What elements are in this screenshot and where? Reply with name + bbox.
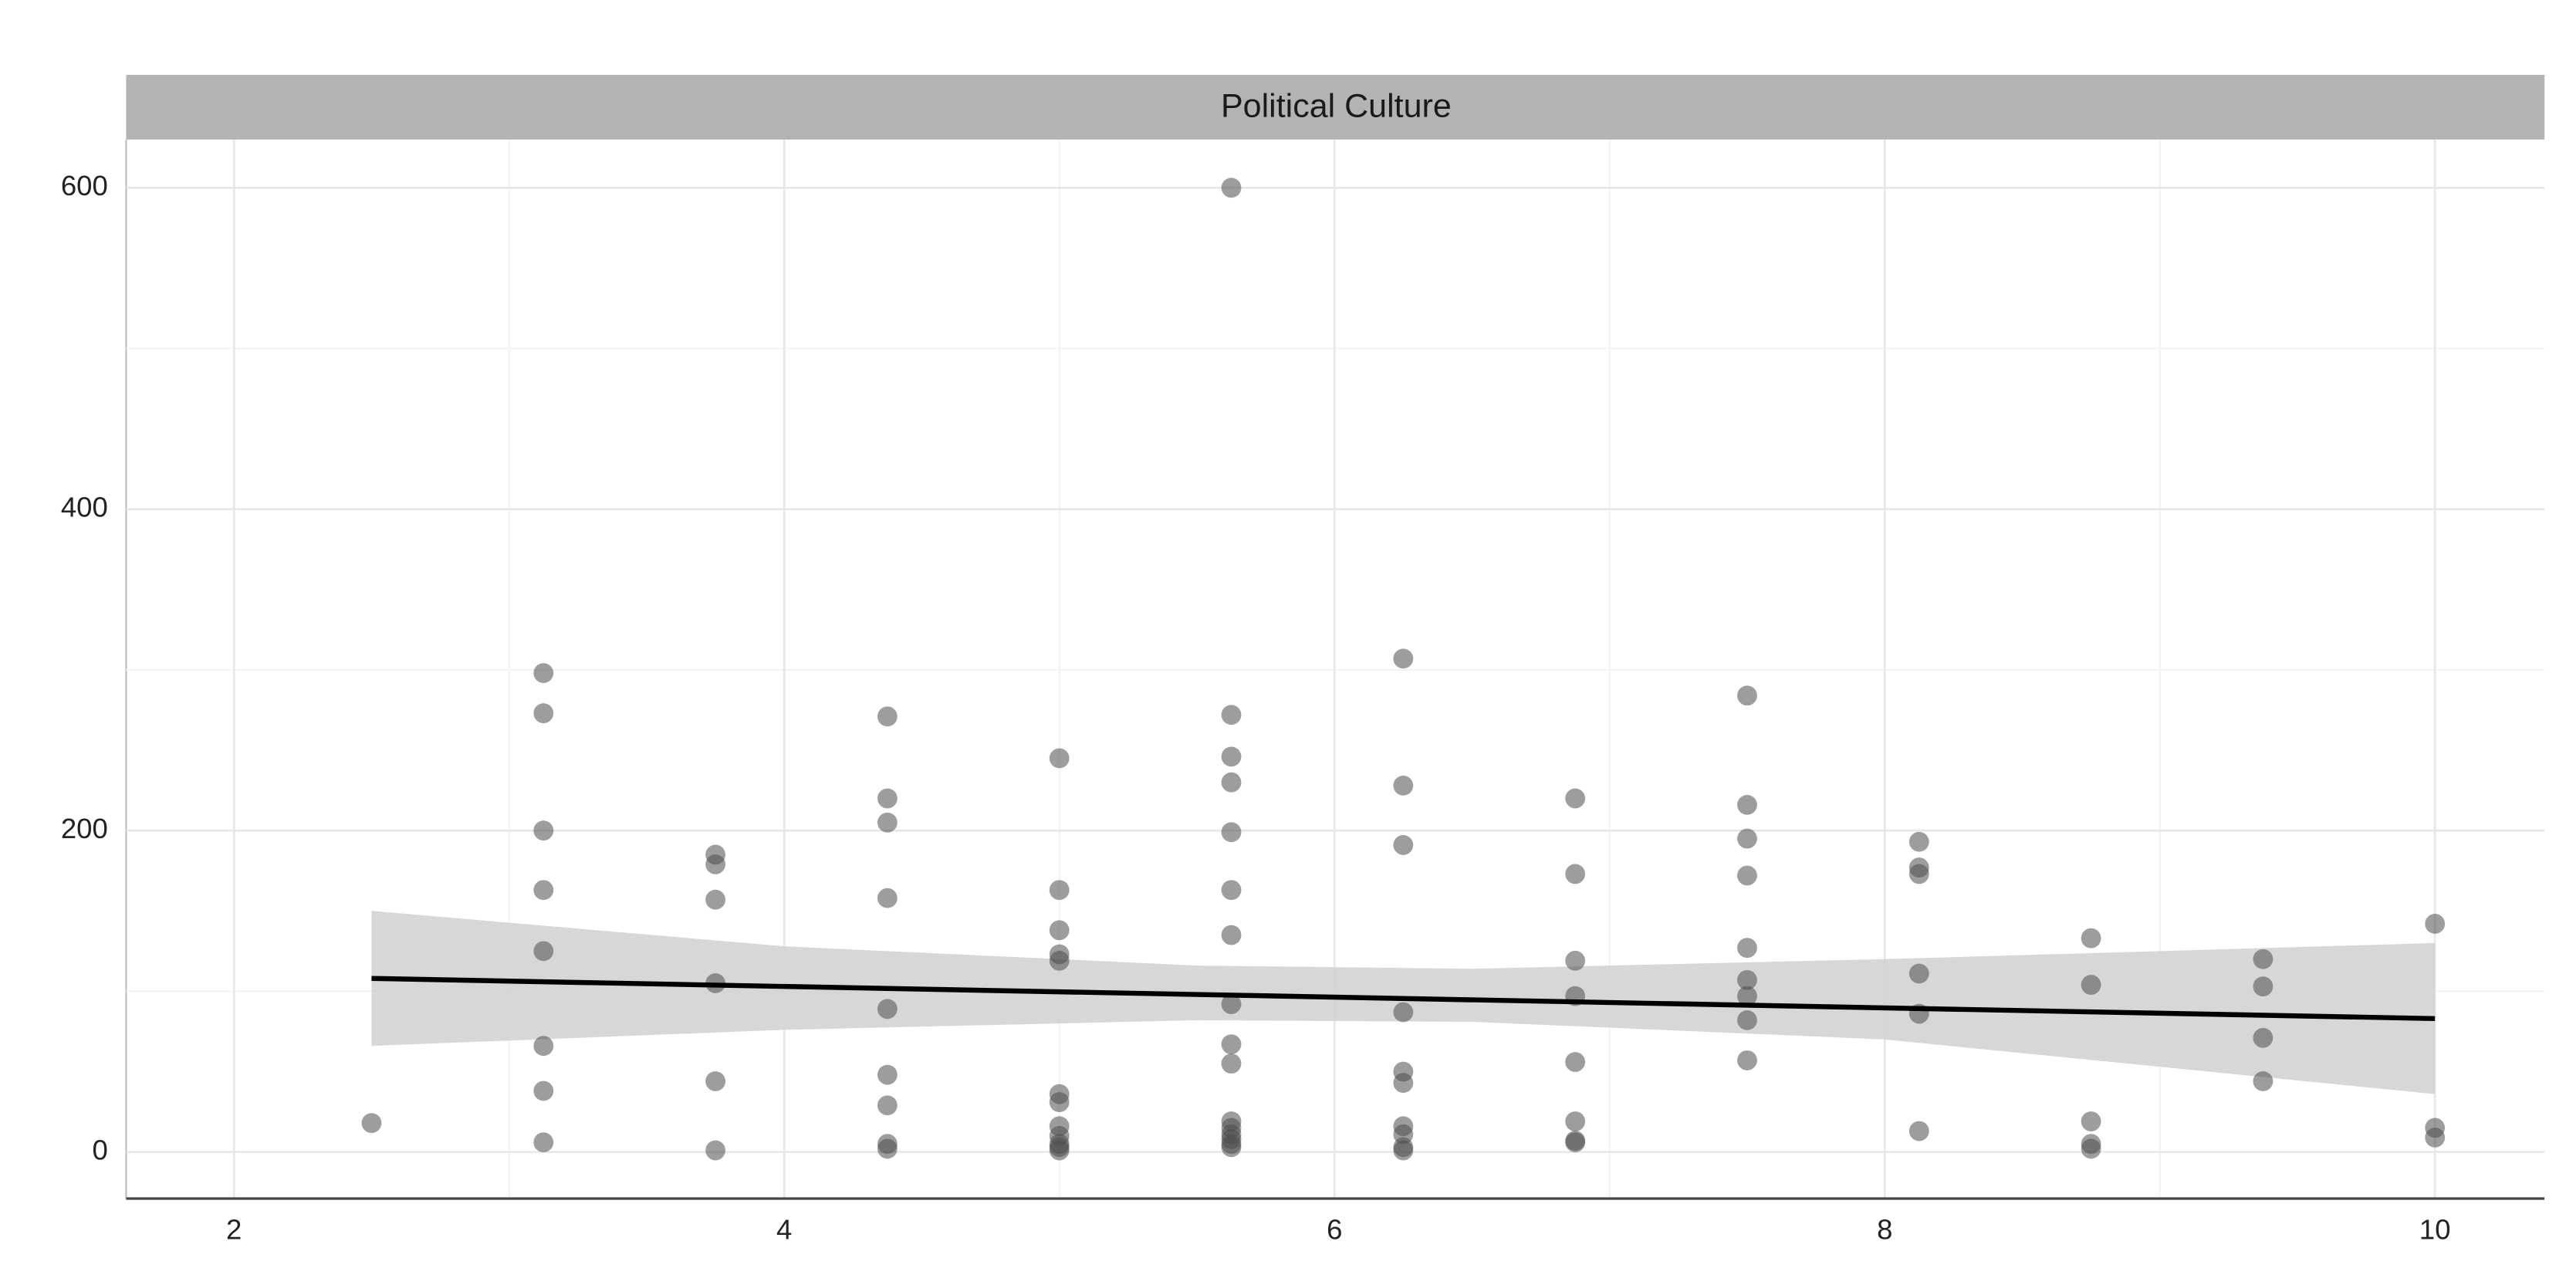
y-tick-label: 400	[61, 491, 108, 522]
point	[2253, 1071, 2273, 1091]
point	[1049, 920, 1070, 941]
point	[877, 1064, 898, 1085]
point	[1908, 963, 1929, 984]
y-tick-label: 0	[92, 1134, 107, 1165]
point	[1393, 775, 1414, 796]
point	[1737, 865, 1757, 886]
point	[533, 1132, 554, 1153]
point	[533, 703, 554, 724]
point	[1908, 831, 1929, 852]
point	[2081, 928, 2101, 949]
point	[1737, 1009, 1757, 1030]
point	[705, 854, 725, 874]
x-tick-label: 10	[2419, 1214, 2451, 1246]
point	[1049, 1140, 1070, 1161]
point	[2081, 975, 2101, 995]
chart-title: Political Culture	[1221, 87, 1452, 124]
point	[1737, 685, 1757, 706]
point	[1221, 705, 1242, 725]
point	[705, 889, 725, 910]
point	[533, 1080, 554, 1101]
point	[1049, 1092, 1070, 1112]
point	[1221, 994, 1242, 1014]
point	[1393, 1140, 1414, 1161]
point	[1221, 1053, 1242, 1074]
x-tick-label: 8	[1877, 1214, 1892, 1246]
point	[1737, 794, 1757, 815]
point	[2253, 949, 2273, 969]
point	[1221, 822, 1242, 843]
point	[1049, 950, 1070, 971]
point	[1221, 772, 1242, 793]
point	[533, 820, 554, 841]
point	[1565, 864, 1586, 884]
point	[1221, 925, 1242, 945]
x-tick-label: 6	[1327, 1214, 1342, 1246]
point	[1737, 969, 1757, 990]
point	[877, 812, 898, 833]
point	[1565, 1111, 1586, 1131]
point	[1737, 1050, 1757, 1070]
point	[1393, 1073, 1414, 1093]
point	[705, 1071, 725, 1091]
point	[1908, 1121, 1929, 1141]
x-tick-label: 4	[776, 1214, 792, 1246]
point	[1565, 788, 1586, 809]
point	[1565, 1052, 1586, 1072]
point	[2253, 1027, 2273, 1048]
point	[1221, 880, 1242, 901]
point	[1737, 828, 1757, 849]
point	[1393, 835, 1414, 855]
point	[1221, 178, 1242, 198]
point	[705, 1140, 725, 1161]
facet-strip	[126, 74, 2545, 140]
point	[877, 706, 898, 727]
point	[1221, 746, 1242, 767]
point	[2425, 1127, 2446, 1148]
point	[2253, 976, 2273, 997]
point	[877, 1138, 898, 1159]
point	[1049, 748, 1070, 769]
fit-line	[371, 976, 2436, 1022]
point	[1221, 1137, 1242, 1158]
point	[1737, 938, 1757, 959]
point	[1565, 950, 1586, 971]
x-tick-label: 2	[226, 1214, 242, 1246]
point	[877, 999, 898, 1020]
point	[1908, 864, 1929, 884]
point	[533, 880, 554, 901]
point	[2425, 914, 2446, 934]
point	[1393, 648, 1414, 669]
y-tick-label: 600	[61, 170, 108, 201]
point	[877, 1095, 898, 1116]
point	[877, 888, 898, 908]
point	[533, 663, 554, 684]
y-tick-label: 200	[61, 813, 108, 844]
point	[2081, 1138, 2101, 1159]
point	[2081, 1111, 2101, 1131]
point	[533, 941, 554, 962]
point	[1737, 986, 1757, 1006]
point	[361, 1113, 382, 1134]
point	[1221, 1034, 1242, 1055]
point	[1393, 1002, 1414, 1023]
point	[1565, 1132, 1586, 1153]
point	[533, 1036, 554, 1057]
point	[1049, 880, 1070, 901]
point	[877, 788, 898, 809]
